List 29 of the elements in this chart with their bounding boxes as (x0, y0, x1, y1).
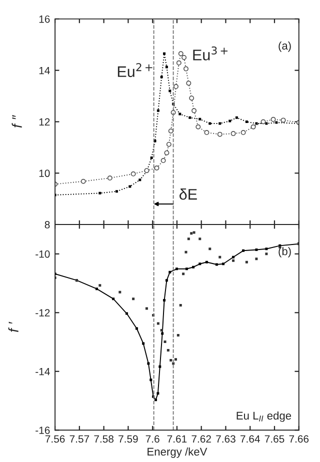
y-tick-label: -14 (36, 368, 50, 376)
y-tick-label: 16 (39, 15, 50, 23)
x-tick-label: 7.56 (45, 435, 65, 443)
x-tick-label: 7.61 (167, 435, 187, 443)
annotation: δE (180, 188, 197, 200)
x-tick-label: 7.6 (146, 435, 160, 443)
y-tick-label: 10 (39, 170, 50, 178)
annotation: Eu L$_{II}$ edge (236, 411, 292, 422)
x-tick-label: 7.66 (289, 435, 309, 443)
y-axis-title: f ′ (8, 322, 18, 332)
y-tick-label: 12 (39, 118, 50, 126)
x-tick-label: 7.62 (192, 435, 211, 443)
y-tick-label: 8 (44, 221, 50, 228)
series-label: Eu$^{2+}$ (118, 63, 152, 78)
y-tick-label: -12 (36, 309, 50, 316)
annotation: (b) (278, 247, 291, 258)
x-tick-label: 7.59 (118, 435, 138, 443)
x-tick-label: 7.57 (70, 435, 90, 443)
x-tick-label: 7.58 (94, 435, 114, 443)
x-tick-label: 7.63 (216, 435, 236, 443)
x-tick-label: 7.64 (240, 435, 260, 443)
annotation: (a) (278, 41, 291, 52)
y-tick-label: -16 (36, 426, 50, 434)
x-tick-label: 7.65 (264, 435, 284, 443)
x-axis-title: Energy /keV (148, 447, 208, 458)
y-axis-title: f ″ (12, 115, 22, 128)
y-tick-label: 14 (39, 66, 50, 74)
series-label: Eu$^{3+}$ (193, 46, 228, 60)
y-tick-label: -10 (36, 250, 50, 258)
